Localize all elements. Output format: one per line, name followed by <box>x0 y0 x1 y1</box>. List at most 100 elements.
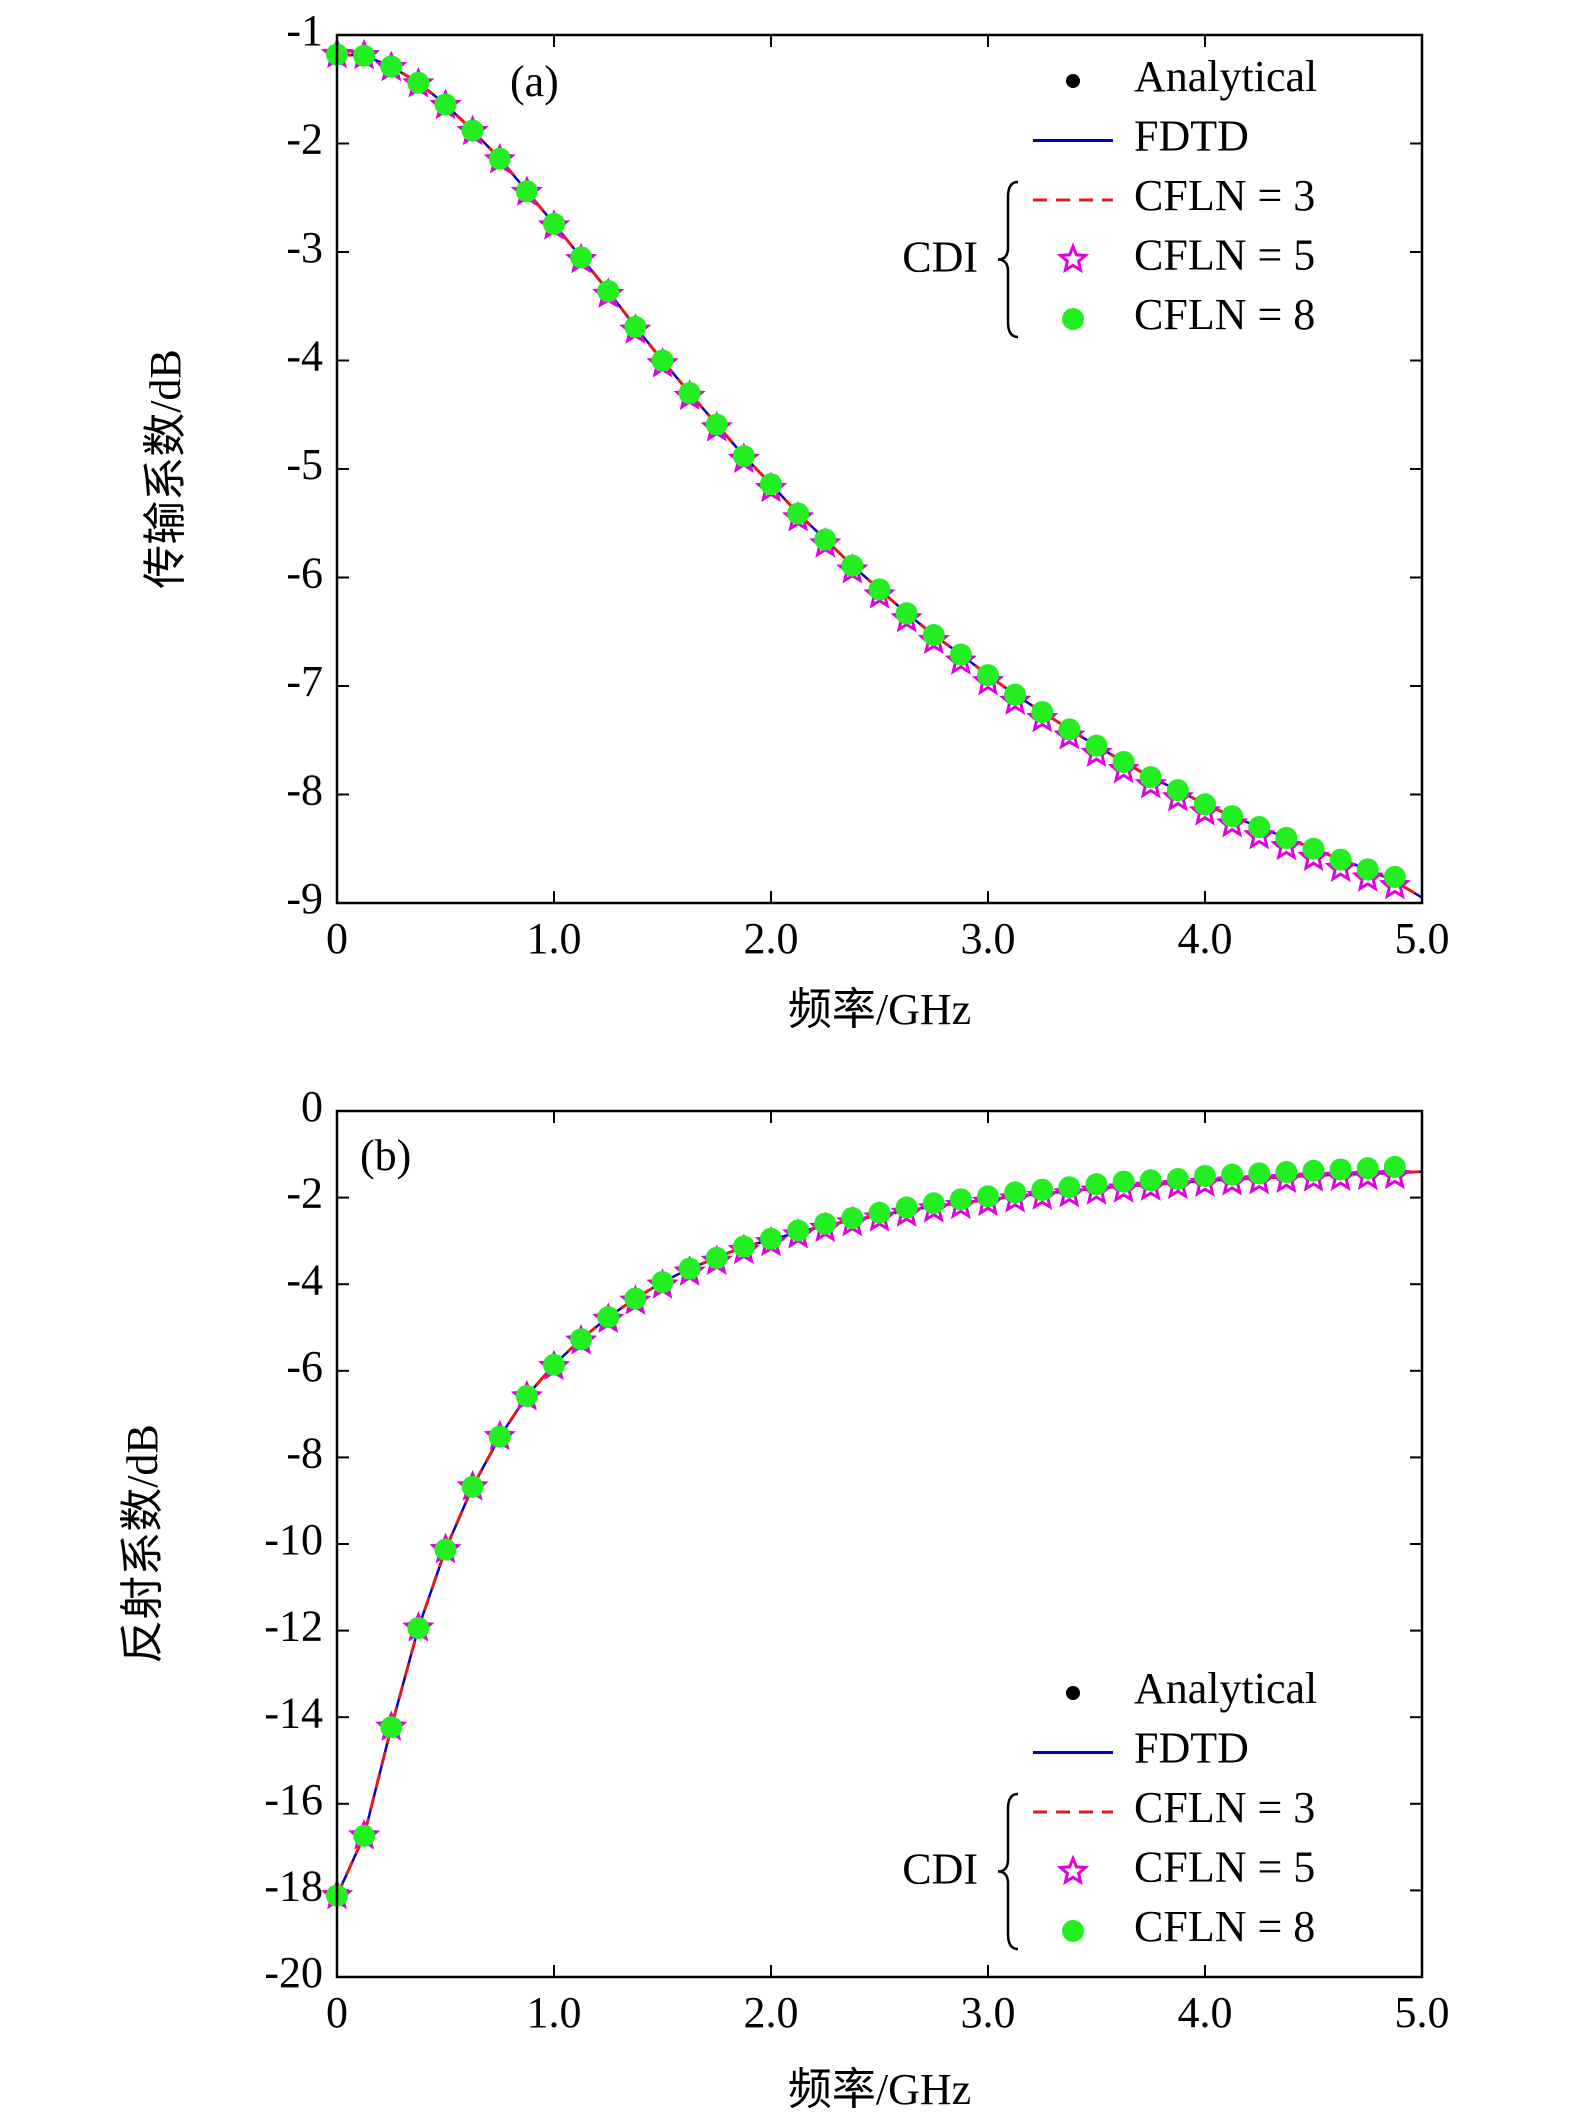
data-point <box>515 1384 538 1407</box>
data-point <box>841 554 864 577</box>
legend-label: CFLN = 8 <box>1134 1902 1315 1951</box>
legend-label: Analytical <box>1134 52 1317 101</box>
data-point <box>868 1201 891 1224</box>
legend-label: Analytical <box>1134 1664 1317 1713</box>
y-tick-label: -5 <box>286 440 323 489</box>
y-tick-label: -14 <box>264 1688 323 1737</box>
data-point <box>461 1475 484 1498</box>
data-point <box>624 1287 647 1310</box>
y-tick-label: -9 <box>286 874 323 923</box>
y-tick-label: -7 <box>286 657 323 706</box>
legend-symbol <box>1062 1920 1084 1942</box>
data-point <box>1139 1169 1162 1192</box>
legend-symbol <box>1056 1854 1090 1886</box>
data-point <box>407 1617 430 1640</box>
data-point <box>678 382 701 405</box>
data-point <box>1275 1161 1298 1184</box>
y-tick-label: -2 <box>286 115 323 164</box>
y-tick-label: -4 <box>286 332 323 381</box>
data-point <box>1302 837 1325 860</box>
y-tick-label: -6 <box>286 549 323 598</box>
data-point <box>814 528 837 551</box>
legend-label: CFLN = 3 <box>1134 1783 1315 1832</box>
x-tick-label: 2.0 <box>744 914 799 963</box>
data-point <box>488 1425 511 1448</box>
data-point <box>1356 858 1379 881</box>
data-point <box>1302 1159 1325 1182</box>
data-point <box>922 1192 945 1215</box>
x-tick-label: 3.0 <box>961 1988 1016 2037</box>
data-point <box>922 624 945 647</box>
data-point <box>1085 1173 1108 1196</box>
data-point <box>678 1257 701 1280</box>
data-point <box>1139 766 1162 789</box>
x-axis-label: 频率/GHz <box>788 2065 971 2114</box>
y-tick-label: -4 <box>286 1255 323 1304</box>
data-point <box>1221 1163 1244 1186</box>
data-point <box>1112 1170 1135 1193</box>
plot-frame <box>335 1109 1424 1979</box>
x-tick-label: 5.0 <box>1395 1988 1450 2037</box>
x-tick-label: 0 <box>326 914 348 963</box>
data-point <box>434 93 457 116</box>
data-point <box>760 473 782 496</box>
x-tick-label: 2.0 <box>744 1988 799 2037</box>
data-point <box>1383 865 1406 888</box>
data-point <box>1112 750 1135 773</box>
data-point <box>1248 1162 1271 1185</box>
data-point <box>1275 826 1298 849</box>
data-point <box>597 1306 620 1329</box>
legend-symbol <box>1062 308 1084 330</box>
data-point <box>1058 1176 1081 1199</box>
x-tick-label: 1.0 <box>527 914 582 963</box>
data-point <box>651 349 674 372</box>
data-point <box>732 1235 755 1258</box>
data-point <box>895 602 918 625</box>
y-tick-label: -2 <box>286 1169 323 1218</box>
data-point <box>868 578 891 601</box>
y-tick-label: -1 <box>286 6 323 55</box>
data-point <box>624 315 647 338</box>
data-point <box>1221 805 1244 828</box>
legend-label: FDTD <box>1134 1724 1249 1773</box>
data-point <box>1194 1164 1216 1187</box>
x-tick-label: 0 <box>326 1988 348 2037</box>
data-point <box>1004 1181 1027 1204</box>
y-tick-label: -18 <box>264 1861 323 1910</box>
x-tick-label: 5.0 <box>1395 914 1450 963</box>
y-tick-label: -20 <box>264 1948 323 1997</box>
data-point <box>380 55 403 78</box>
data-point <box>597 280 620 303</box>
y-tick-label: -12 <box>264 1602 323 1651</box>
y-axis-label: 反射系数/dB <box>118 1424 167 1664</box>
data-point <box>1004 683 1027 706</box>
y-tick-label: -16 <box>264 1775 323 1824</box>
legend-symbol <box>1066 1686 1080 1700</box>
data-point <box>787 1219 810 1242</box>
data-point <box>543 1353 565 1376</box>
data-point <box>515 180 538 203</box>
panel-label: (b) <box>360 1131 411 1180</box>
data-point <box>787 502 810 525</box>
data-point <box>488 147 511 170</box>
legend-label: CFLN = 8 <box>1134 290 1315 339</box>
x-axis-label: 频率/GHz <box>788 985 971 1034</box>
data-point <box>1248 816 1271 839</box>
y-tick-label: -3 <box>286 223 323 272</box>
data-point <box>705 1246 728 1269</box>
data-point <box>1031 1178 1054 1201</box>
data-point <box>570 1328 593 1351</box>
data-point <box>895 1196 918 1219</box>
data-point <box>1166 1167 1189 1190</box>
data-point <box>570 246 593 269</box>
y-axis-label: 传输系数/dB <box>141 349 190 589</box>
plot-frame <box>335 33 1424 905</box>
data-point <box>434 1538 457 1561</box>
x-tick-label: 1.0 <box>527 1988 582 2037</box>
data-point <box>651 1271 674 1294</box>
legend-symbol <box>1066 74 1080 88</box>
data-point <box>705 413 728 436</box>
data-point <box>1329 1158 1352 1181</box>
data-point <box>1383 1155 1406 1178</box>
legend-label: CFLN = 5 <box>1134 231 1315 280</box>
